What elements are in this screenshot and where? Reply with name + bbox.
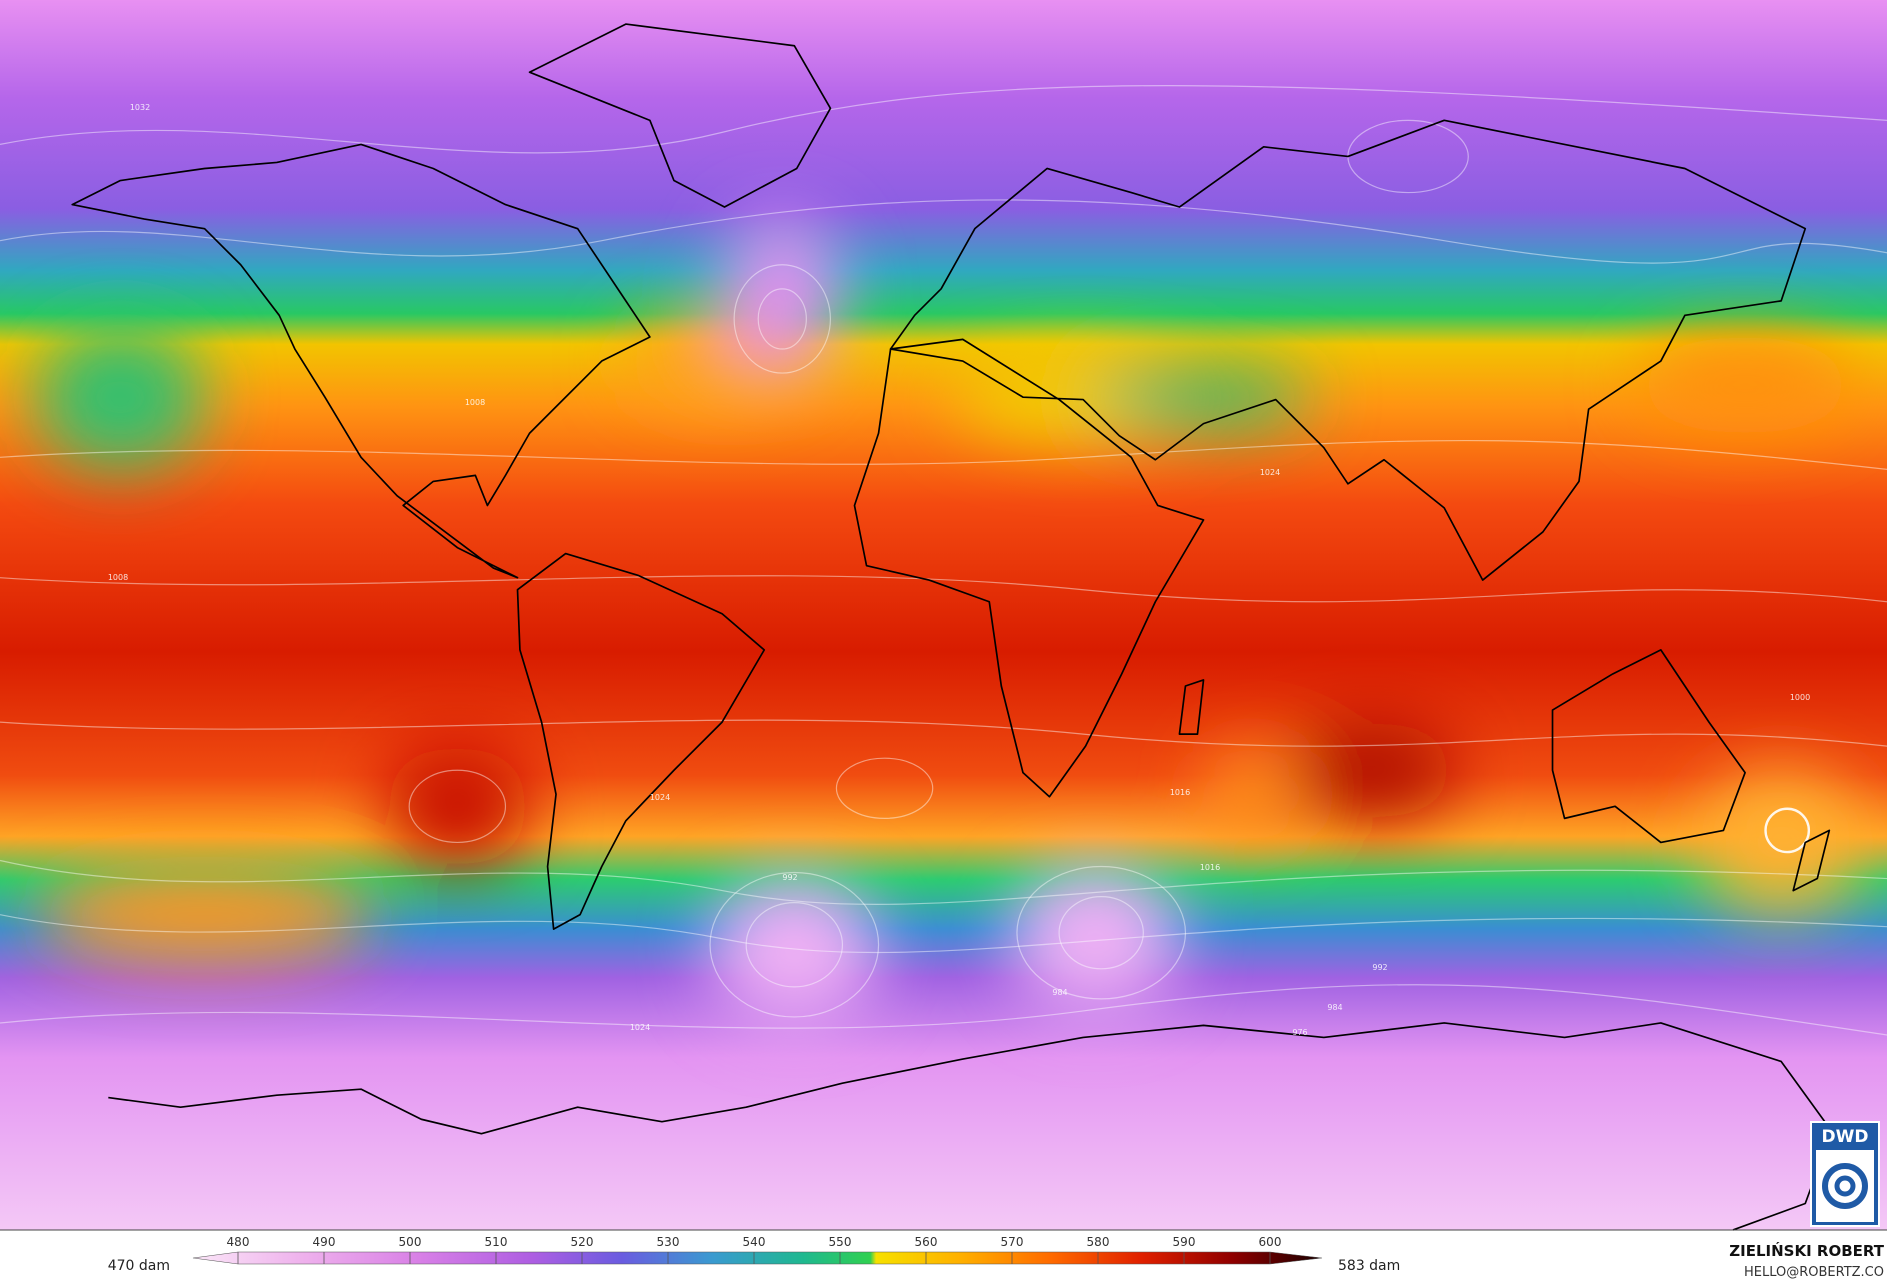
colorbar-tick-label: 530 (657, 1235, 680, 1249)
isobar-label: 1008 (108, 573, 128, 582)
isobar-label: 1024 (650, 793, 670, 802)
map (0, 0, 1887, 1231)
colorbar-tick-label: 590 (1173, 1235, 1196, 1249)
colorbar-tick-label: 480 (227, 1235, 250, 1249)
isobar-label: 976 (1292, 1028, 1307, 1037)
colorbar-min-label: 470 dam (108, 1258, 170, 1274)
isobar-label: 984 (1052, 988, 1067, 997)
isobar-label: 1000 (1790, 693, 1810, 702)
colorbar-tick-label: 500 (399, 1235, 422, 1249)
colorbar (192, 1251, 1323, 1265)
logo: DWD (1810, 1121, 1880, 1227)
isobar-label: 1016 (1170, 788, 1190, 797)
colorbar-tick-label: 550 (829, 1235, 852, 1249)
isobar-label: 1024 (630, 1023, 650, 1032)
colorbar-tick-label: 540 (743, 1235, 766, 1249)
field-variation (36, 216, 1866, 1023)
colorbar-tick-label: 560 (915, 1235, 938, 1249)
isobar-label: 992 (1372, 963, 1387, 972)
isobar-label: 1016 (1200, 863, 1220, 872)
height-field (0, 0, 1887, 1230)
isobar-label: 1024 (1260, 468, 1280, 477)
isobar-label: 984 (1327, 1003, 1342, 1012)
isobar-label: 992 (782, 873, 797, 882)
colorbar-tick-label: 580 (1087, 1235, 1110, 1249)
colorbar-tick-label: 570 (1001, 1235, 1024, 1249)
colorbar-tick-label: 600 (1259, 1235, 1282, 1249)
colorbar-tick-label: 510 (485, 1235, 508, 1249)
colorbar-max-label: 583 dam (1338, 1258, 1400, 1274)
credit-name: ZIELIŃSKI ROBERT (1729, 1241, 1884, 1260)
colorbar-tick-label: 520 (571, 1235, 594, 1249)
colorbar-tick-label: 490 (313, 1235, 336, 1249)
isobar-label: 1032 (130, 103, 150, 112)
logo-text: DWD (1822, 1127, 1869, 1147)
coastlines (71, 23, 1833, 1231)
isobar-label: 1008 (465, 398, 485, 407)
isobars (0, 85, 1887, 1036)
credit-email: HELLO@ROBERTZ.CO (1744, 1265, 1884, 1280)
